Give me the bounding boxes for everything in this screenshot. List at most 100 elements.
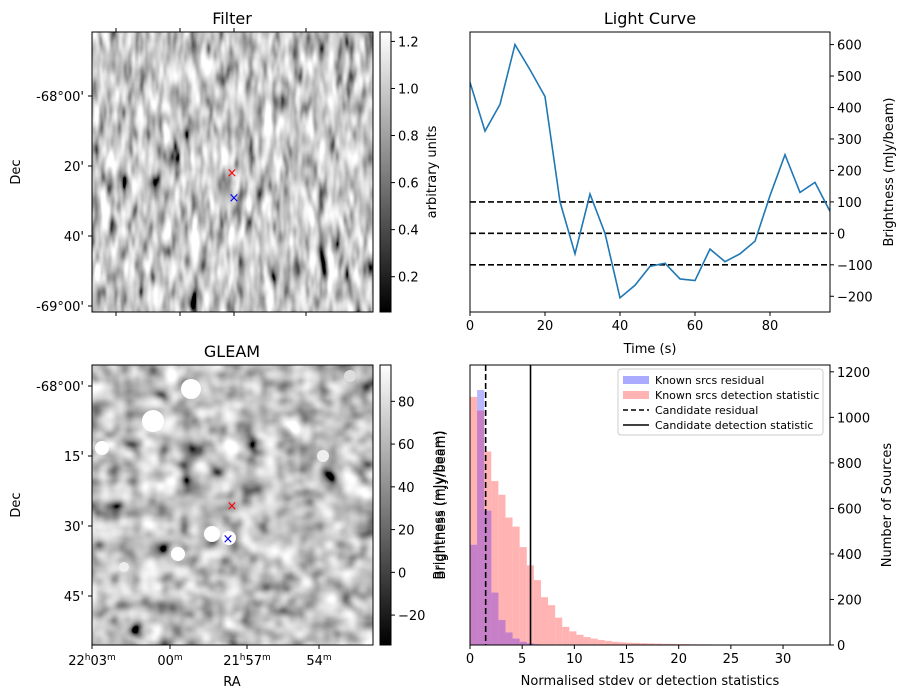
histogram-bar [519, 547, 527, 645]
histogram-ytick-label: 800 [837, 457, 862, 472]
lightcurve-ytick-label: 400 [837, 102, 862, 117]
filter-panel: Filter × × -68°00' 20' 40' -69°00' Dec 0… [9, 9, 440, 316]
lightcurve-xtick-label: 0 [466, 319, 474, 334]
gleam-frame [91, 364, 374, 646]
histogram-ytick-label: 0 [837, 639, 845, 654]
histogram-overlap-bar [470, 544, 478, 645]
gleam-xlabel: RA [223, 675, 241, 690]
legend-label: Candidate detection statistic [655, 419, 813, 432]
gleam-source [344, 370, 356, 382]
colorbar-tick-label: −20 [398, 609, 425, 624]
histogram-bar [555, 617, 563, 645]
histogram-xtick-label: 10 [566, 652, 583, 667]
filter-ytick: -69°00' [36, 300, 84, 315]
gleam-source [95, 441, 109, 455]
gleam-source [204, 526, 220, 542]
histogram-bar [583, 637, 591, 645]
histogram-bar [533, 580, 541, 645]
gleam-source [142, 410, 164, 432]
lightcurve-ytick-label: 500 [837, 70, 862, 85]
histogram-ytick-label: 600 [837, 502, 862, 517]
colorbar-tick-label: 0 [398, 566, 406, 581]
histogram-bar [548, 605, 556, 645]
histogram-bar [498, 494, 506, 645]
histogram-xtick-label: 5 [518, 652, 526, 667]
histogram-bar [647, 643, 655, 645]
histogram-overlap-bar [498, 619, 506, 645]
lightcurve-title: Light Curve [604, 9, 696, 28]
gleam-ytick: 45' [64, 590, 84, 605]
filter-colorbar-ticks: 0.2 0.4 0.6 0.8 1.0 1.2 [391, 35, 419, 286]
histogram-xtick-label: 30 [775, 652, 792, 667]
lightcurve-ytick-label: 300 [837, 133, 862, 148]
lightcurve-panel: Light Curve 0 20 40 60 80 −200 −100 0 100 200 300 4… [466, 9, 897, 357]
filter-marker-red: × [227, 166, 238, 181]
lightcurve-ytick-label: 0 [837, 227, 845, 242]
gleam-source [181, 379, 201, 399]
lightcurve-xtick-label: 40 [612, 319, 629, 334]
lightcurve-xlabel: Time (s) [623, 342, 677, 357]
legend-label: Known srcs residual [655, 374, 764, 387]
gleam-marker-blue: × [223, 532, 234, 547]
colorbar-tick-label: 1.2 [398, 35, 419, 50]
histogram-xtick-label: 15 [618, 652, 635, 667]
histogram-bar [604, 640, 612, 645]
histogram-bar [654, 643, 662, 645]
gleam-xtick: 00m [157, 653, 182, 669]
gleam-ytick: 30' [64, 520, 84, 535]
lightcurve-xtick-label: 80 [762, 319, 779, 334]
colorbar-tick-label: 60 [398, 438, 415, 453]
filter-ytick: 40' [64, 230, 84, 245]
gleam-source [119, 562, 129, 572]
histogram-legend: Known srcs residual Known srcs detection … [617, 368, 824, 436]
lightcurve-ylabel: Brightness (mJy/beam) [882, 98, 897, 247]
histogram-bar [470, 396, 478, 645]
histogram-ytick-label: 1000 [837, 411, 870, 426]
histogram-bar [512, 526, 520, 645]
colorbar-tick-label: 1.0 [398, 82, 419, 97]
histogram-bar [611, 641, 620, 645]
gleam-panel: GLEAM × × -68°00' 15' 30' 45' Dec [9, 342, 447, 690]
histogram-xtick-label: 0 [466, 652, 474, 667]
gleam-xtick: 21h57m [223, 653, 271, 669]
legend-box [617, 368, 824, 436]
histogram-bar [668, 643, 676, 645]
histogram-ylabel-right: Number of Sources [880, 443, 895, 568]
gleam-colorbar [379, 364, 392, 646]
legend-label: Known srcs detection statistic [655, 389, 819, 402]
histogram-bar [661, 643, 669, 645]
lightcurve-ytick-label: 100 [837, 196, 862, 211]
filter-image [92, 32, 373, 312]
legend-swatch [623, 376, 649, 384]
histogram-bar [597, 639, 605, 645]
lightcurve-xtick-label: 20 [537, 319, 554, 334]
filter-colorbar [379, 31, 392, 313]
legend-label: Candidate residual [655, 404, 758, 417]
histogram-bar [633, 642, 641, 645]
lightcurve-ytick-label: −200 [837, 290, 873, 305]
gleam-xtick: 22h03m [68, 653, 116, 669]
histogram-xtick-label: 20 [670, 652, 687, 667]
colorbar-tick-label: 0.6 [398, 177, 419, 192]
gleam-ylabel: Dec [9, 492, 24, 517]
histogram-bar [626, 642, 634, 645]
colorbar-tick-label: 0.2 [398, 271, 419, 286]
histogram-bar [505, 517, 513, 645]
lightcurve-xtick-label: 60 [687, 319, 704, 334]
filter-ylabel: Dec [9, 159, 24, 184]
histogram-overlap-bar [519, 641, 527, 645]
filter-title: Filter [212, 9, 252, 28]
histogram-overlap-bar [484, 510, 492, 645]
gleam-title: GLEAM [204, 342, 260, 361]
gleam-colorbar-label: Brightness (mJy/beam) [432, 431, 447, 580]
lightcurve-series-line [470, 42, 830, 300]
lightcurve-ytick-label: 200 [837, 164, 862, 179]
colorbar-tick-label: 40 [398, 481, 415, 496]
filter-colorbar-label: arbitrary units [425, 125, 440, 218]
colorbar-tick-label: 80 [398, 395, 415, 410]
histogram-bar [576, 634, 584, 645]
histogram-overlap-bar [505, 632, 513, 645]
filter-ytick: 20' [64, 160, 84, 175]
lightcurve-ytick-label: 600 [837, 39, 862, 54]
